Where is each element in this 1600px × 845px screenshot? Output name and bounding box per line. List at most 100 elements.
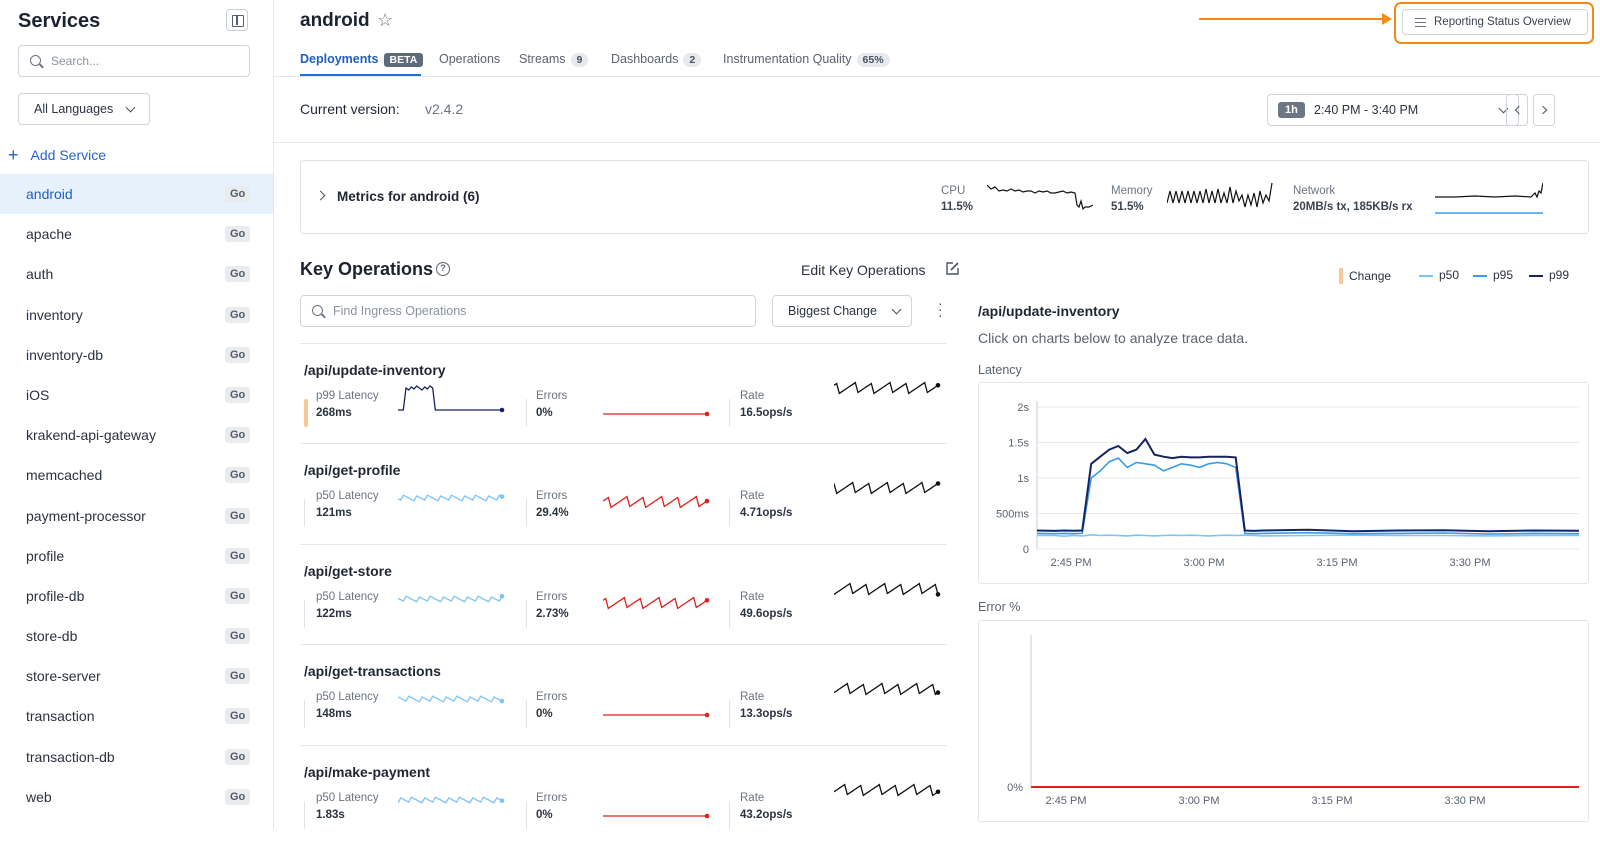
sidebar-item-transaction[interactable]: transaction Go <box>0 696 273 736</box>
x-tick-label: 2:45 PM <box>1046 795 1087 807</box>
tab-streams[interactable]: Streams 9 <box>519 52 589 67</box>
metrics-panel[interactable]: Metrics for android (6) CPU 11.5% Memory… <box>300 160 1589 234</box>
sidebar-item-apache[interactable]: apache Go <box>0 214 273 254</box>
language-badge: Go <box>225 628 251 645</box>
y-tick-label: 500ms <box>996 509 1030 521</box>
errors-sparkline[interactable] <box>603 585 711 621</box>
sidebar-item-store-db[interactable]: store-db Go <box>0 616 273 656</box>
sidebar-item-memcached[interactable]: memcached Go <box>0 455 273 495</box>
sidebar-item-store-server[interactable]: store-server Go <box>0 656 273 696</box>
tab-operations[interactable]: Operations <box>439 52 500 66</box>
language-filter-dropdown[interactable]: All Languages <box>18 93 150 125</box>
sidebar-item-web[interactable]: web Go <box>0 777 273 817</box>
rate-sparkline[interactable] <box>834 470 942 506</box>
sidebar-item-profile[interactable]: profile Go <box>0 536 273 576</box>
language-badge: Go <box>225 507 251 524</box>
operation-row-get-transactions[interactable]: /api/get-transactions p50 Latency 148ms … <box>300 644 947 744</box>
key-operations-title: Key Operations <box>300 259 434 279</box>
time-range-selector[interactable]: 1h 2:40 PM - 3:40 PM <box>1267 94 1519 126</box>
collapse-sidebar-icon[interactable] <box>226 9 248 31</box>
column-divider <box>729 800 730 829</box>
service-name: auth <box>26 266 54 283</box>
sidebar-item-auth[interactable]: auth Go <box>0 254 273 294</box>
sidebar-item-krakend-api-gateway[interactable]: krakend-api-gateway Go <box>0 415 273 455</box>
errors-sparkline[interactable] <box>603 484 711 520</box>
latency-sparkline[interactable] <box>398 581 506 617</box>
sidebar-item-transaction-db[interactable]: transaction-db Go <box>0 737 273 777</box>
sidebar-item-inventory[interactable]: inventory Go <box>0 295 273 335</box>
previous-range-button[interactable] <box>1506 94 1528 126</box>
operation-row-make-payment[interactable]: /api/make-payment p50 Latency 1.83s Erro… <box>300 744 947 845</box>
rate-sparkline[interactable] <box>834 772 942 808</box>
divider <box>274 142 1600 143</box>
find-operations-placeholder: Find Ingress Operations <box>333 304 467 318</box>
errors-sparkline[interactable] <box>603 384 711 420</box>
star-icon[interactable]: ☆ <box>377 10 394 30</box>
latency-chart-svg[interactable]: 0 500ms 1s 1.5s 2s 2:45 PM 3:00 PM 3:15 PM 3:30 … <box>979 383 1590 585</box>
sidebar-item-profile-db[interactable]: profile-db Go <box>0 576 273 616</box>
latency-sparkline[interactable] <box>398 782 506 818</box>
more-options-icon[interactable]: · · · <box>938 295 943 323</box>
reporting-status-button[interactable]: Reporting Status Overview <box>1402 9 1588 35</box>
next-range-button[interactable] <box>1533 94 1555 126</box>
sidebar-item-ios[interactable]: iOS Go <box>0 375 273 415</box>
sidebar-item-android[interactable]: android Go <box>0 174 273 215</box>
edit-key-operations-button[interactable]: Edit Key Operations <box>801 262 926 278</box>
add-service-button[interactable]: + Add Service <box>8 144 106 165</box>
services-sidebar: Services Search... All Languages + Add Se… <box>0 0 274 829</box>
tab-dashboards[interactable]: Dashboards 2 <box>611 52 702 67</box>
service-name: profile-db <box>26 587 85 604</box>
error-chart-label: Error % <box>978 600 1021 614</box>
highlight-arrow <box>1199 18 1384 20</box>
main-content: android ☆ Reporting Status Overview Depl… <box>274 0 1600 829</box>
language-badge: Go <box>225 306 251 323</box>
help-icon[interactable]: ? <box>436 262 450 276</box>
active-tab-indicator <box>300 74 421 77</box>
service-name: android <box>26 186 73 202</box>
rate-label: Rate <box>740 490 765 503</box>
service-search-input[interactable]: Search... <box>18 45 250 77</box>
tab-deployments[interactable]: Deployments BETA <box>300 52 424 67</box>
rate-sparkline[interactable] <box>834 370 942 406</box>
latency-chart[interactable]: 0 500ms 1s 1.5s 2s 2:45 PM 3:00 PM 3:15 PM 3:30 … <box>978 382 1589 584</box>
rate-sparkline[interactable] <box>834 671 942 707</box>
sort-dropdown[interactable]: Biggest Change <box>772 295 912 327</box>
sidebar-item-inventory-db[interactable]: inventory-db Go <box>0 335 273 375</box>
language-badge: Go <box>225 587 251 604</box>
latency-sparkline[interactable] <box>398 480 506 516</box>
error-chart-svg[interactable]: 0% 2:45 PM 3:00 PM 3:15 PM 3:30 PM <box>979 621 1590 823</box>
chevron-down-icon <box>125 102 136 113</box>
legend-p95: p95 <box>1473 268 1513 282</box>
latency-sparkline[interactable] <box>398 380 506 416</box>
series-line-p50[interactable] <box>1037 533 1579 538</box>
operation-name: /api/get-transactions <box>304 663 441 680</box>
latency-value: 148ms <box>316 708 352 721</box>
chevron-right-icon <box>1538 105 1548 115</box>
operation-row-get-profile[interactable]: /api/get-profile p50 Latency 121ms Error… <box>300 443 947 543</box>
find-operations-input[interactable]: Find Ingress Operations <box>300 295 756 327</box>
tab-badge: 2 <box>683 53 702 67</box>
rate-sparkline[interactable] <box>834 571 942 607</box>
chevron-right-icon <box>315 190 326 201</box>
sidebar-item-payment-processor[interactable]: payment-processor Go <box>0 496 273 536</box>
legend-p95-label: p95 <box>1493 268 1514 282</box>
series-line-p99[interactable] <box>1036 437 1580 533</box>
error-chart[interactable]: 0% 2:45 PM 3:00 PM 3:15 PM 3:30 PM <box>978 620 1589 822</box>
errors-value: 2.73% <box>536 607 569 620</box>
errors-sparkline[interactable] <box>603 786 711 822</box>
rate-value: 4.71ops/s <box>740 507 793 520</box>
errors-sparkline[interactable] <box>603 685 711 721</box>
y-tick-label: 0 <box>1023 544 1029 556</box>
x-tick-label: 3:00 PM <box>1179 795 1220 807</box>
operation-row-get-store[interactable]: /api/get-store p50 Latency 122ms Errors … <box>300 543 947 644</box>
tab-badge: BETA <box>383 53 424 67</box>
edit-icon[interactable] <box>945 261 960 276</box>
errors-label: Errors <box>536 590 568 603</box>
service-name: apache <box>26 226 72 243</box>
column-divider <box>729 499 730 528</box>
operation-row-update-inventory[interactable]: /api/update-inventory p99 Latency 268ms … <box>300 343 947 443</box>
tab-instrumentation-quality[interactable]: Instrumentation Quality 65% <box>723 52 890 67</box>
series-line-p95[interactable] <box>1036 457 1580 535</box>
latency-sparkline[interactable] <box>398 681 506 717</box>
column-divider <box>526 399 527 427</box>
